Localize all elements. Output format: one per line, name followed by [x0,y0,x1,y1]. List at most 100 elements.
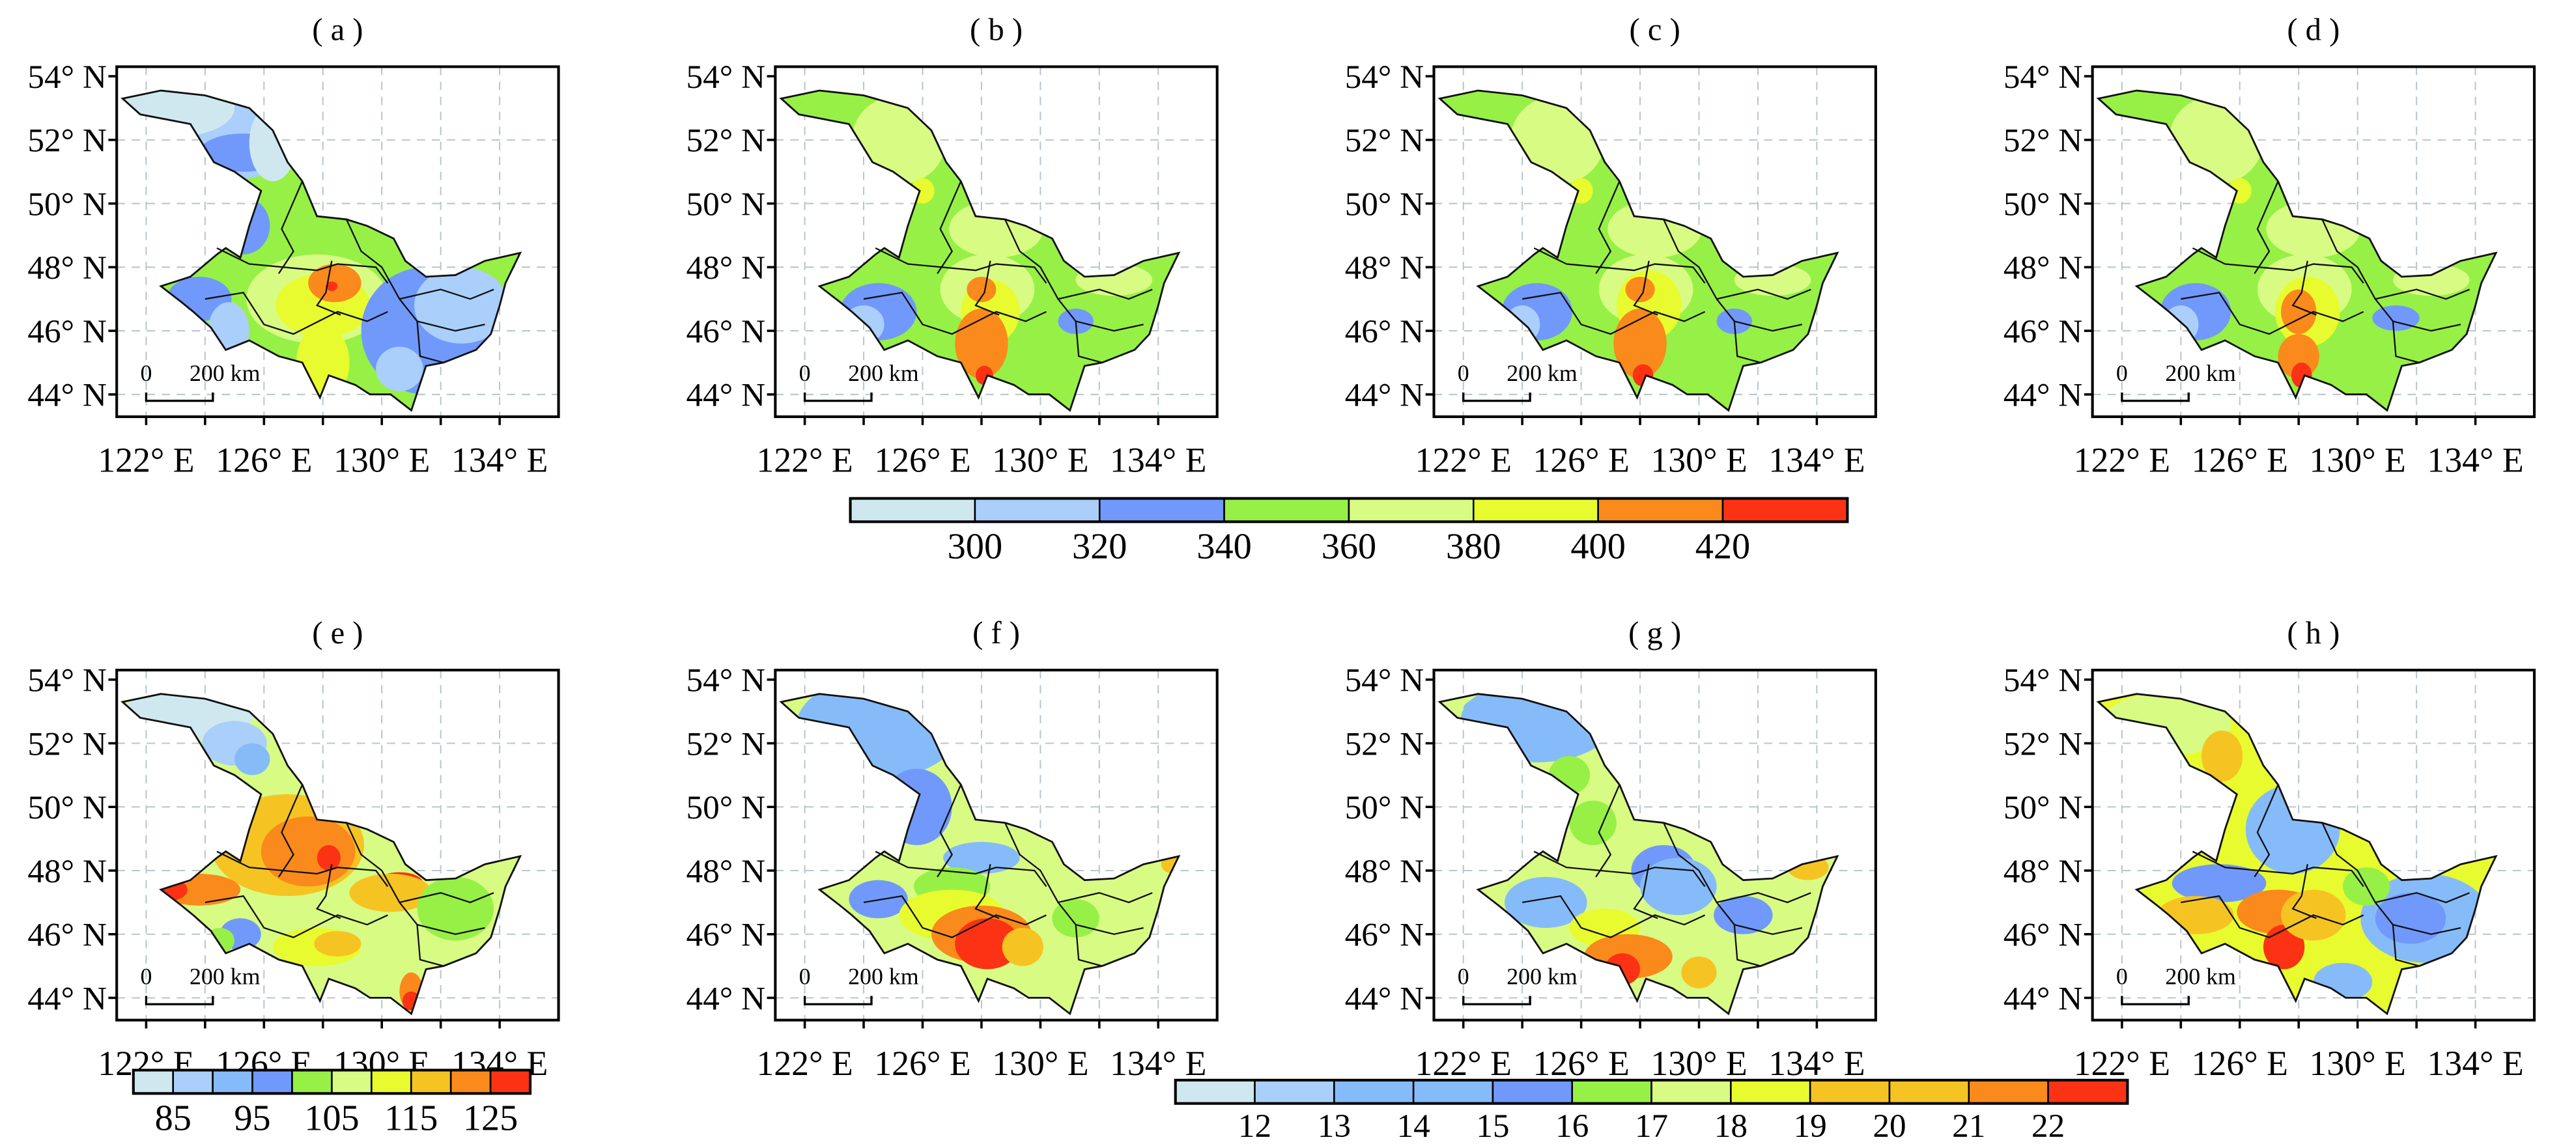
map-panel-b: ( b ) 54° N 52° N 50° N 48° N 46° N 44° N 122° … [686,12,1219,479]
colorbar-label: 420 [1695,527,1750,567]
colorbar-label: 18 [1714,1108,1748,1145]
field-contour [2169,95,2263,185]
lat-tick-label: 48° N [686,249,765,286]
admin-boundary [345,822,485,935]
scale-bar-distance: 200 km [1507,964,1578,990]
lat-tick-label: 44° N [1345,377,1424,414]
admin-boundary [1716,288,1811,300]
field-contour [851,95,946,185]
admin-boundary [1075,924,1103,967]
colorbar-label: 95 [234,1098,270,1139]
panel-label: ( f ) [972,615,1020,650]
panel-label: ( g ) [1628,615,1681,650]
shaded-field [781,91,1179,411]
admin-boundary [277,784,304,878]
lon-tick-label: 134° E [1768,1044,1865,1083]
shaded-field [122,91,520,411]
colorbar-swatch [291,1069,333,1095]
colorbar-swatch [1968,1079,2049,1104]
lon-tick-label: 134° E [1768,440,1865,479]
scale-bar-distance: 200 km [848,360,919,386]
admin-boundary [2375,892,2470,904]
field-contour [943,842,1020,874]
lat-tick-label: 52° N [1345,122,1424,160]
admin-boundary [216,247,389,284]
admin-boundary [875,247,1047,284]
field-contour [249,105,297,182]
colorbar-frame [849,497,1849,524]
colorbar-swatch [1254,1079,1335,1104]
colorbar-swatch [331,1069,373,1095]
lat-tick-label: 46° N [27,313,106,350]
map-frame [115,669,560,1022]
admin-boundary [2254,180,2279,274]
colorbar-swatch [371,1069,412,1095]
colorbar-swatch [172,1069,214,1095]
admin-boundary [416,924,444,967]
admin-boundary [205,292,388,335]
scale-bar-distance: 200 km [2165,964,2236,990]
admin-boundary [863,292,1047,335]
province-outline [2096,89,2498,412]
shaded-field [122,693,520,1014]
lon-tick-label: 122° E [1415,1044,1512,1083]
panel-label: ( b ) [970,12,1023,47]
admin-boundary [2291,260,2317,316]
lat-tick-label: 54° N [27,59,106,96]
lon-tick-label: 126° E [1533,1044,1629,1083]
colorbar-swatch [449,1069,492,1095]
colorbar-label: 400 [1570,527,1625,567]
lon-tick-label: 122° E [2074,440,2170,479]
lon-tick-label: 130° E [333,440,430,479]
colorbar-label: 20 [1873,1108,1906,1145]
admin-boundary [277,180,304,274]
lon-tick-label: 130° E [2309,440,2405,479]
lat-tick-label: 48° N [2003,249,2082,286]
colorbar-label: 14 [1397,1108,1430,1145]
map-panel-d: ( d ) 54° N 52° N 50° N 48° N 46° N 44° N 122° … [2003,12,2536,479]
colorbar-label: 360 [1322,527,1376,567]
admin-boundary [2392,321,2420,364]
map-panel-e: ( e )54° N52° N50° N48° N46° N44° N122° … [27,615,560,1083]
scale-bar-zero: 0 [140,964,152,990]
scale-bar-distance: 200 km [190,964,261,990]
field-contour [314,930,361,957]
field-contour [1460,693,1614,762]
map-frame [2091,669,2536,1022]
shaded-field [2098,91,2497,411]
field-contour [1625,276,1655,303]
lat-tick-label: 44° N [27,980,106,1017]
lon-tick-label: 122° E [2074,1044,2170,1083]
admin-boundary [2375,288,2470,300]
lat-tick-label: 50° N [686,789,765,826]
map-panel-g: ( g ) 54° N 52° N 50° N 48° N 46° N 44° N 122° … [1345,615,1877,1083]
lon-tick-label: 122° E [756,1044,853,1083]
admin-boundary [399,892,494,904]
lat-tick-label: 44° N [27,377,106,414]
colorbar-swatch [251,1069,293,1095]
scale-bar [803,392,873,402]
province-outline [779,693,1181,1016]
province-outline [779,89,1181,412]
field-contour [2266,200,2361,258]
scale-bar [1462,996,1531,1005]
colorbar-bottom-left: 85 95 105 115 125 [132,1069,532,1139]
lat-tick-label: 54° N [2003,662,2082,699]
province-outline [1437,693,1839,1016]
lat-tick-label: 52° N [686,725,765,762]
shaded-field [1439,693,1837,1014]
scale-bar [2121,392,2190,402]
field-contour [1714,896,1773,934]
admin-boundary [1733,321,1761,364]
admin-boundary [1633,864,1658,919]
colorbar-swatch [410,1069,452,1095]
admin-boundary [863,895,1047,938]
colorbar-swatch [1730,1079,1811,1104]
map-frame [774,65,1219,419]
colorbar-swatch [212,1069,253,1095]
lat-tick-label: 50° N [27,789,106,826]
lat-tick-label: 46° N [27,917,106,954]
field-contour [2392,264,2470,296]
colorbar-swatch [1888,1079,1970,1104]
lon-tick-label: 122° E [1415,440,1512,479]
